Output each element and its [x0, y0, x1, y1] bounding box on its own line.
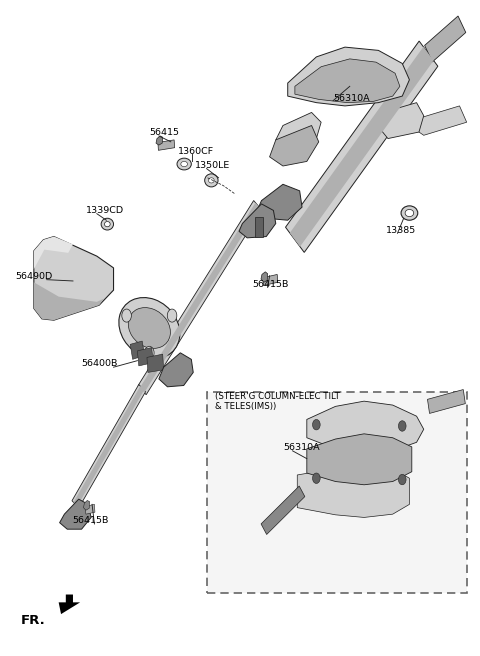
Text: (STEER'G COLUMN-ELEC TILT: (STEER'G COLUMN-ELEC TILT [215, 392, 339, 401]
Ellipse shape [181, 161, 188, 167]
Text: 56415: 56415 [149, 129, 180, 137]
Text: 56310A: 56310A [283, 443, 320, 452]
Polygon shape [34, 282, 104, 320]
Ellipse shape [105, 222, 110, 227]
Circle shape [398, 420, 406, 431]
Polygon shape [261, 272, 268, 282]
Polygon shape [428, 390, 465, 413]
Polygon shape [257, 184, 302, 220]
Polygon shape [297, 465, 409, 518]
Text: 1339CD: 1339CD [86, 206, 124, 215]
Polygon shape [276, 112, 321, 146]
Polygon shape [60, 499, 91, 529]
Polygon shape [158, 140, 175, 150]
Polygon shape [130, 341, 144, 359]
Ellipse shape [401, 206, 418, 220]
Polygon shape [290, 47, 433, 247]
Polygon shape [307, 434, 412, 485]
FancyBboxPatch shape [206, 392, 467, 592]
Polygon shape [138, 201, 262, 395]
Polygon shape [286, 41, 438, 253]
Polygon shape [147, 354, 164, 373]
Polygon shape [34, 237, 73, 269]
Polygon shape [263, 274, 278, 285]
Polygon shape [414, 106, 467, 135]
Ellipse shape [204, 174, 218, 187]
Polygon shape [72, 384, 145, 508]
Circle shape [312, 419, 320, 430]
Polygon shape [307, 401, 424, 453]
Text: FR.: FR. [21, 614, 45, 627]
Polygon shape [255, 217, 264, 237]
Polygon shape [295, 59, 400, 102]
Ellipse shape [119, 298, 180, 358]
Text: 1360CF: 1360CF [178, 146, 214, 155]
Polygon shape [270, 125, 319, 166]
Polygon shape [137, 348, 153, 366]
Ellipse shape [405, 209, 414, 216]
Polygon shape [59, 594, 80, 614]
Ellipse shape [101, 218, 114, 230]
Polygon shape [85, 504, 95, 514]
Circle shape [144, 346, 154, 359]
Polygon shape [34, 237, 114, 320]
Circle shape [122, 309, 132, 322]
Polygon shape [288, 47, 409, 106]
Polygon shape [378, 102, 424, 138]
Text: 56400B: 56400B [82, 359, 118, 369]
Text: 1350LE: 1350LE [195, 161, 230, 170]
Ellipse shape [128, 308, 170, 348]
Circle shape [168, 309, 177, 322]
Ellipse shape [177, 158, 192, 170]
Circle shape [312, 473, 320, 483]
Polygon shape [159, 353, 193, 387]
Ellipse shape [208, 178, 214, 183]
Polygon shape [425, 16, 466, 62]
Polygon shape [73, 386, 144, 506]
Polygon shape [261, 486, 305, 535]
Text: 56415B: 56415B [72, 516, 108, 525]
Polygon shape [239, 204, 276, 238]
Polygon shape [140, 203, 260, 392]
Polygon shape [84, 501, 90, 510]
Text: 13385: 13385 [385, 226, 416, 235]
Polygon shape [156, 136, 163, 145]
Circle shape [398, 474, 406, 485]
Text: & TELES(IMS)): & TELES(IMS)) [215, 402, 276, 411]
Text: 56310A: 56310A [333, 94, 370, 102]
Text: 56415B: 56415B [252, 280, 288, 289]
Text: 56490D: 56490D [16, 272, 53, 281]
